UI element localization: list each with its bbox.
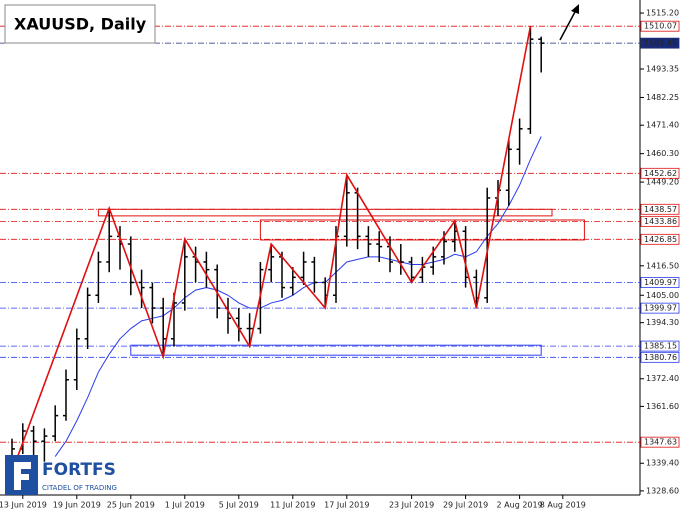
level-label-box [640,20,680,32]
y-tick-label: 1416.50 [646,261,679,270]
logo-name: FORTFS [42,460,116,480]
x-tick-label: 2 Aug 2019 [497,501,543,510]
level-label-box [640,167,680,179]
y-tick-label: 1493.35 [646,65,679,74]
level-label: 1452.62 [644,169,677,178]
y-tick-label: 1449.20 [646,178,679,187]
level-label-box [640,277,680,288]
x-tick-label: 11 Jul 2019 [270,501,315,510]
level-label: 1399.97 [644,304,677,313]
level-label-box [640,340,680,352]
y-tick-label: 1339.40 [646,459,679,468]
x-tick-label: 1 Jul 2019 [165,501,205,510]
zigzag [11,26,532,473]
arrow [559,4,579,41]
zone [130,344,542,356]
x-tick-label: 8 Aug 2019 [540,501,586,510]
y-tick-label: 1471.40 [646,121,679,130]
y-tick-label: 1460.30 [646,149,679,158]
level-label: 1380.76 [644,353,677,362]
level-label: 1347.63 [644,438,677,447]
level-label: 1438.57 [644,205,677,214]
level-label-box [640,37,680,49]
moving-average [54,136,542,457]
logo-tagline: CITADEL OF TRADING [42,484,117,492]
chart-title: XAUUSD, Daily [14,15,147,34]
level-label-box [640,436,680,448]
level-label-box [640,203,680,215]
level-label: 1433.86 [644,217,677,226]
x-tick-label: 23 Jul 2019 [389,501,434,510]
y-tick-label: 1394.30 [646,318,679,327]
y-tick-label: 1328.60 [646,486,679,495]
level-label: 1385.15 [644,342,677,351]
level-label: 1426.85 [644,235,677,244]
level-label-box [640,233,680,245]
zone [259,219,585,241]
x-tick-label: 17 Jul 2019 [324,501,369,510]
zone [97,208,553,217]
x-tick-label: 29 Jul 2019 [443,501,488,510]
x-tick-label: 13 Jun 2019 [0,501,47,510]
level-label: 1503.45 [644,39,677,48]
level-label-box [640,302,680,314]
y-tick-label: 1361.60 [646,402,679,411]
title-box [4,4,156,44]
y-tick-label: 1482.25 [646,93,679,102]
x-tick-label: 5 Jul 2019 [219,501,259,510]
level-label: 1409.97 [644,278,677,287]
level-label-box [640,351,680,363]
x-tick-label: 25 Jun 2019 [107,501,155,510]
y-tick-label: 1515.20 [646,9,679,18]
level-label-box [640,215,680,227]
level-label: 1510.07 [644,22,677,31]
x-tick-label: 19 Jun 2019 [53,501,101,510]
y-tick-label: 1372.40 [646,374,679,383]
logo: FORTFS CITADEL OF TRADING [5,455,117,495]
y-tick-label: 1405.00 [646,291,679,300]
